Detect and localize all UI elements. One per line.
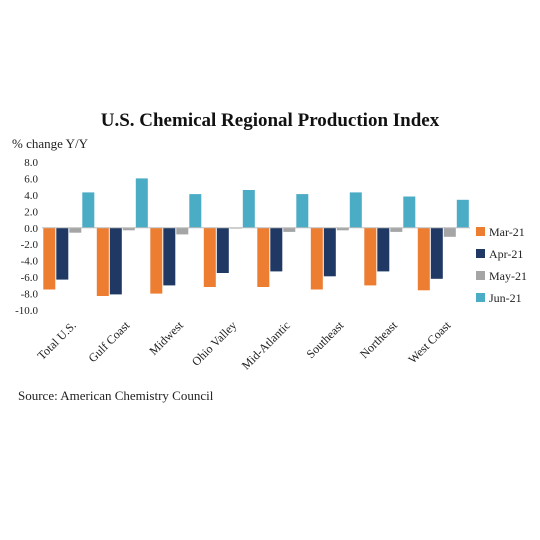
bar-may-21-mid-atlantic: [283, 227, 296, 232]
bar-mar-21-total-u-s-: [43, 227, 56, 290]
bar-apr-21-total-u-s-: [56, 227, 69, 280]
y-tick-label: 4.0: [24, 190, 38, 202]
legend-swatch: [476, 227, 485, 236]
bar-may-21-west-coast: [443, 227, 456, 237]
legend: Mar-21 Apr-21 May-21 Jun-21: [476, 225, 527, 305]
x-tick-label: Northeast: [357, 318, 400, 361]
bar-jun-21-ohio-valley: [242, 190, 255, 228]
bar-jun-21-gulf-coast: [135, 178, 148, 228]
bar-may-21-gulf-coast: [122, 227, 135, 231]
bar-jun-21-total-u-s-: [82, 192, 95, 228]
bar-mar-21-ohio-valley: [203, 227, 216, 287]
bar-mar-21-midwest: [150, 227, 163, 294]
y-tick-label: -6.0: [21, 272, 39, 284]
bar-mar-21-southeast: [310, 227, 323, 290]
bar-apr-21-gulf-coast: [109, 227, 122, 295]
bar-mar-21-mid-atlantic: [257, 227, 270, 287]
y-tick-label: 6.0: [24, 173, 38, 185]
bar-jun-21-mid-atlantic: [296, 194, 309, 228]
bar-apr-21-midwest: [163, 227, 176, 286]
legend-swatch: [476, 293, 485, 302]
bar-may-21-southeast: [336, 227, 349, 231]
legend-label: Jun-21: [489, 291, 522, 305]
bar-jun-21-west-coast: [456, 199, 469, 228]
legend-swatch: [476, 249, 485, 258]
bar-apr-21-mid-atlantic: [270, 227, 283, 272]
chart-title: U.S. Chemical Regional Production Index: [101, 110, 440, 131]
source-note: Source: American Chemistry Council: [18, 388, 214, 403]
y-axis-label: % change Y/Y: [12, 136, 89, 151]
y-tick-label: -8.0: [21, 289, 39, 301]
legend-label: May-21: [489, 269, 527, 283]
plot-area: [42, 178, 470, 296]
bar-mar-21-gulf-coast: [96, 227, 109, 296]
bar-apr-21-southeast: [323, 227, 336, 277]
x-tick-labels: Total U.S. Gulf Coast Midwest Ohio Valley Mi…: [34, 318, 453, 373]
x-tick-label: Southeast: [304, 318, 347, 361]
bar-may-21-northeast: [390, 227, 403, 232]
x-tick-label: Midwest: [146, 318, 186, 358]
bar-may-21-midwest: [176, 227, 189, 235]
y-tick-label: -10.0: [15, 305, 38, 317]
legend-label: Mar-21: [489, 225, 525, 239]
bar-may-21-total-u-s-: [69, 227, 82, 233]
x-tick-label: Total U.S.: [34, 318, 78, 362]
x-tick-label: West Coast: [405, 318, 454, 367]
bar-mar-21-west-coast: [417, 227, 430, 291]
x-tick-label: Ohio Valley: [189, 318, 240, 369]
bar-jun-21-southeast: [349, 192, 362, 228]
x-tick-label: Gulf Coast: [86, 318, 133, 365]
x-tick-label: Mid-Atlantic: [239, 318, 293, 372]
bar-apr-21-ohio-valley: [216, 227, 229, 273]
bar-mar-21-northeast: [364, 227, 377, 286]
y-tick-label: 2.0: [24, 206, 38, 218]
legend-label: Apr-21: [489, 247, 523, 261]
legend-swatch: [476, 271, 485, 280]
y-tick-labels: 8.0 6.0 4.0 2.0 0.0 -2.0 -4.0 -6.0 -8.0 -10.0: [15, 157, 38, 317]
y-tick-label: 0.0: [24, 223, 38, 235]
y-tick-label: -2.0: [21, 239, 39, 251]
y-tick-label: 8.0: [24, 157, 38, 169]
bar-jun-21-midwest: [189, 194, 202, 228]
bar-apr-21-northeast: [377, 227, 390, 272]
bar-jun-21-northeast: [403, 196, 416, 228]
y-tick-label: -4.0: [21, 256, 39, 268]
bar-apr-21-west-coast: [430, 227, 443, 279]
